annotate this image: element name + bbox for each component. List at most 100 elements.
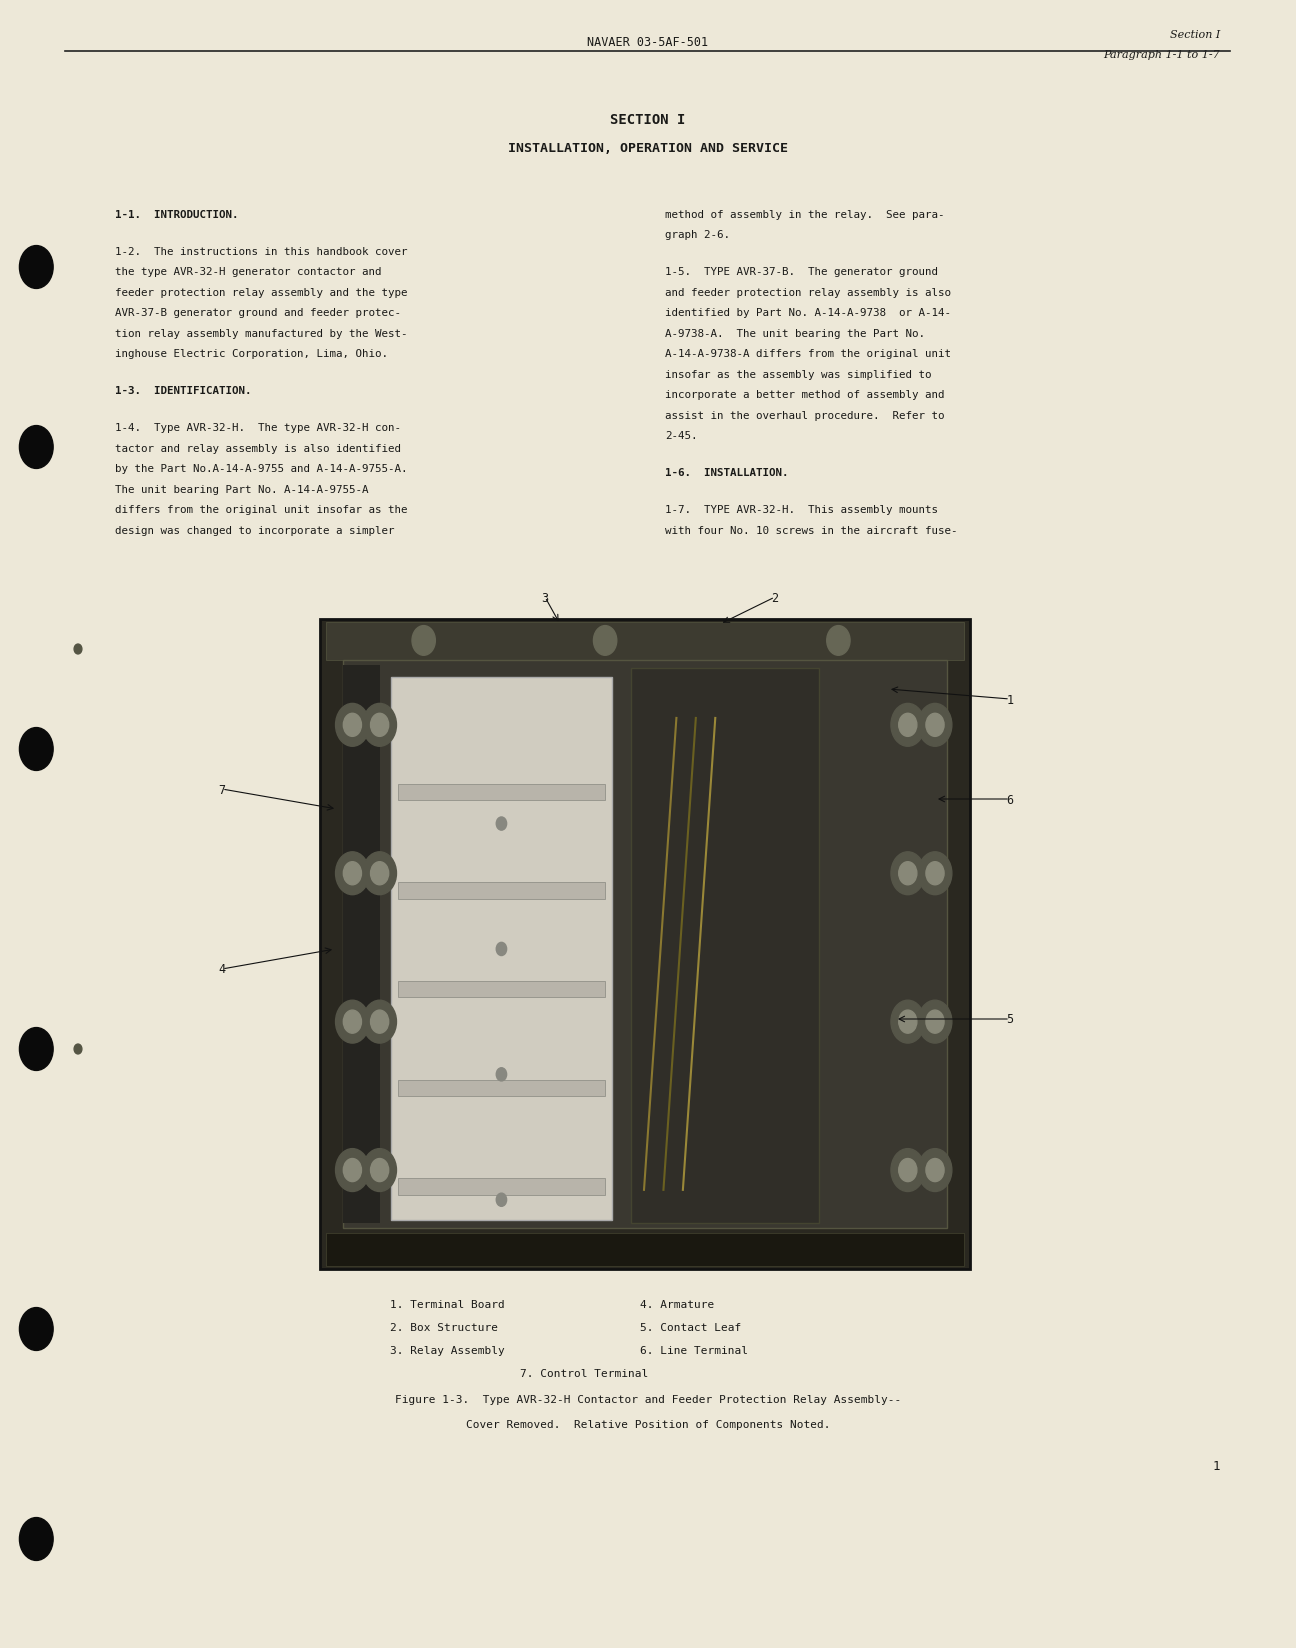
Text: A-14-A-9738-A differs from the original unit: A-14-A-9738-A differs from the original … (665, 349, 951, 359)
Circle shape (19, 1518, 53, 1561)
Circle shape (74, 1045, 82, 1055)
Text: 4: 4 (219, 962, 226, 976)
Text: A-9738-A.  The unit bearing the Part No.: A-9738-A. The unit bearing the Part No. (665, 328, 925, 339)
Bar (631, 669, 819, 1223)
Circle shape (925, 1010, 943, 1033)
Circle shape (19, 247, 53, 290)
Text: AVR-37-B generator ground and feeder protec-: AVR-37-B generator ground and feeder pro… (115, 308, 400, 318)
Circle shape (412, 626, 435, 656)
Circle shape (363, 852, 397, 895)
Circle shape (496, 943, 507, 956)
Circle shape (19, 728, 53, 771)
Circle shape (925, 1159, 943, 1182)
Text: 1-5.  TYPE AVR-37-B.  The generator ground: 1-5. TYPE AVR-37-B. The generator ground (665, 267, 938, 277)
Text: 2: 2 (771, 592, 779, 605)
Bar (398, 883, 605, 900)
Circle shape (918, 1149, 951, 1192)
Text: Section I: Section I (1170, 30, 1220, 40)
Circle shape (371, 714, 389, 737)
Text: 1: 1 (1213, 1458, 1220, 1472)
Text: differs from the original unit insofar as the: differs from the original unit insofar a… (115, 504, 407, 514)
Circle shape (19, 1028, 53, 1071)
Text: NAVAER 03-5AF-501: NAVAER 03-5AF-501 (587, 36, 709, 48)
Circle shape (336, 704, 369, 747)
Circle shape (496, 1193, 507, 1206)
Circle shape (890, 704, 924, 747)
Circle shape (898, 1010, 916, 1033)
Text: tion relay assembly manufactured by the West-: tion relay assembly manufactured by the … (115, 328, 407, 339)
Text: 1-3.  IDENTIFICATION.: 1-3. IDENTIFICATION. (115, 386, 251, 396)
Text: 6: 6 (1007, 793, 1013, 806)
Text: 1-1.  INTRODUCTION.: 1-1. INTRODUCTION. (115, 209, 238, 219)
Text: and feeder protection relay assembly is also: and feeder protection relay assembly is … (665, 288, 951, 298)
Text: 6. Line Terminal: 6. Line Terminal (640, 1345, 748, 1355)
Circle shape (343, 1010, 362, 1033)
Bar (398, 981, 605, 997)
Text: 4. Armature: 4. Armature (640, 1299, 714, 1309)
Circle shape (363, 1000, 397, 1043)
Text: Cover Removed.  Relative Position of Components Noted.: Cover Removed. Relative Position of Comp… (465, 1419, 831, 1429)
Circle shape (343, 862, 362, 885)
Circle shape (496, 817, 507, 831)
Circle shape (74, 644, 82, 654)
Text: 2. Box Structure: 2. Box Structure (390, 1322, 498, 1332)
Circle shape (918, 1000, 951, 1043)
Text: 1-7.  TYPE AVR-32-H.  This assembly mounts: 1-7. TYPE AVR-32-H. This assembly mounts (665, 504, 938, 514)
Text: Figure 1-3.  Type AVR-32-H Contactor and Feeder Protection Relay Assembly--: Figure 1-3. Type AVR-32-H Contactor and … (395, 1394, 901, 1404)
Bar (343, 666, 380, 1223)
Bar (398, 1178, 605, 1195)
Bar (391, 677, 612, 1220)
Circle shape (827, 626, 850, 656)
Text: 5. Contact Leaf: 5. Contact Leaf (640, 1322, 741, 1332)
Circle shape (918, 704, 951, 747)
Circle shape (343, 714, 362, 737)
Text: feeder protection relay assembly and the type: feeder protection relay assembly and the… (115, 288, 407, 298)
Circle shape (890, 852, 924, 895)
Bar (327, 623, 963, 661)
Circle shape (925, 714, 943, 737)
Circle shape (371, 1159, 389, 1182)
Text: with four No. 10 screws in the aircraft fuse-: with four No. 10 screws in the aircraft … (665, 526, 958, 536)
Circle shape (918, 852, 951, 895)
Text: graph 2-6.: graph 2-6. (665, 231, 730, 241)
Circle shape (19, 1309, 53, 1351)
Circle shape (363, 1149, 397, 1192)
Text: incorporate a better method of assembly and: incorporate a better method of assembly … (665, 391, 945, 400)
Text: 1-4.  Type AVR-32-H.  The type AVR-32-H con-: 1-4. Type AVR-32-H. The type AVR-32-H co… (115, 424, 400, 433)
Text: Paragraph 1-1 to 1-7: Paragraph 1-1 to 1-7 (1103, 49, 1220, 59)
Circle shape (371, 1010, 389, 1033)
Circle shape (890, 1149, 924, 1192)
Text: identified by Part No. A-14-A-9738  or A-14-: identified by Part No. A-14-A-9738 or A-… (665, 308, 951, 318)
Circle shape (898, 862, 916, 885)
Text: 1-2.  The instructions in this handbook cover: 1-2. The instructions in this handbook c… (115, 247, 407, 257)
Circle shape (890, 1000, 924, 1043)
Circle shape (898, 714, 916, 737)
Text: 1: 1 (1007, 694, 1013, 705)
Circle shape (898, 1159, 916, 1182)
Bar (320, 620, 969, 1269)
Text: 2-45.: 2-45. (665, 432, 697, 442)
Circle shape (371, 862, 389, 885)
Text: assist in the overhaul procedure.  Refer to: assist in the overhaul procedure. Refer … (665, 410, 945, 420)
Text: INSTALLATION, OPERATION AND SERVICE: INSTALLATION, OPERATION AND SERVICE (508, 142, 788, 155)
Text: the type AVR-32-H generator contactor and: the type AVR-32-H generator contactor an… (115, 267, 381, 277)
Text: 3: 3 (542, 592, 548, 605)
Circle shape (336, 852, 369, 895)
Text: 5: 5 (1007, 1014, 1013, 1025)
Text: method of assembly in the relay.  See para-: method of assembly in the relay. See par… (665, 209, 945, 219)
Text: 3. Relay Assembly: 3. Relay Assembly (390, 1345, 504, 1355)
Text: The unit bearing Part No. A-14-A-9755-A: The unit bearing Part No. A-14-A-9755-A (115, 485, 368, 494)
Bar (398, 784, 605, 801)
Circle shape (594, 626, 617, 656)
Text: 7: 7 (219, 783, 226, 796)
Text: 7. Control Terminal: 7. Control Terminal (520, 1368, 648, 1378)
Bar (343, 661, 946, 1228)
Bar (398, 1079, 605, 1096)
Text: tactor and relay assembly is also identified: tactor and relay assembly is also identi… (115, 443, 400, 453)
Circle shape (336, 1000, 369, 1043)
Circle shape (496, 1068, 507, 1081)
Circle shape (343, 1159, 362, 1182)
Text: SECTION I: SECTION I (610, 114, 686, 127)
Text: by the Part No.A-14-A-9755 and A-14-A-9755-A.: by the Part No.A-14-A-9755 and A-14-A-97… (115, 465, 407, 475)
Text: inghouse Electric Corporation, Lima, Ohio.: inghouse Electric Corporation, Lima, Ohi… (115, 349, 388, 359)
